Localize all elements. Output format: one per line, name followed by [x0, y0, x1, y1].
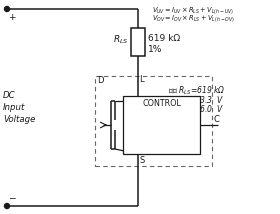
Text: $V_{UV}=I_{UV}\times R_{LS}+V_{L(h-UV)}$: $V_{UV}=I_{UV}\times R_{LS}+V_{L(h-UV)}$ [152, 5, 234, 16]
Text: −: − [8, 193, 15, 202]
Bar [123, 96, 200, 154]
Text: S: S [139, 156, 144, 165]
Text: $R_{LS}$: $R_{LS}$ [113, 34, 129, 46]
Bar [131, 28, 145, 56]
Text: 例如 $R_{LS}$=619 kΩ: 例如 $R_{LS}$=619 kΩ [168, 84, 226, 97]
Text: D: D [97, 76, 104, 85]
Text: +: + [8, 13, 15, 22]
Text: 1%: 1% [148, 45, 162, 54]
Circle shape [4, 6, 10, 12]
Text: 619 kΩ: 619 kΩ [148, 34, 180, 43]
Circle shape [4, 204, 10, 208]
Text: $V_{UV}$=33.3  V: $V_{UV}$=33.3 V [175, 94, 224, 107]
Text: $V_{OV}=I_{OV}\times R_{LS}+V_{L(h-OV)}$: $V_{OV}=I_{OV}\times R_{LS}+V_{L(h-OV)}$ [152, 13, 235, 24]
Text: DC: DC [3, 91, 16, 100]
Bar [95, 76, 212, 166]
Text: CONTROL: CONTROL [142, 99, 181, 108]
Text: Input: Input [3, 103, 25, 112]
Text: C: C [214, 115, 220, 124]
Text: Voltage: Voltage [3, 115, 35, 124]
Text: $V_{OV}$=86.0  V: $V_{OV}$=86.0 V [175, 103, 224, 116]
Text: L: L [139, 75, 144, 84]
